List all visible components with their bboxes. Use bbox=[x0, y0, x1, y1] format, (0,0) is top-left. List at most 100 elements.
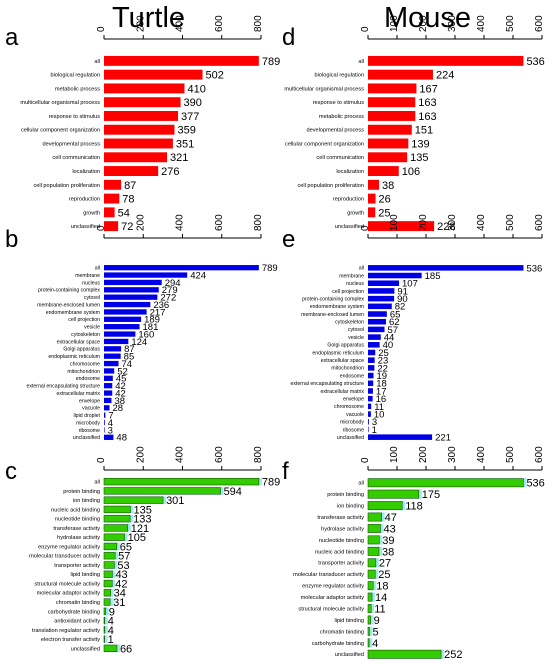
panel-a-tick-label: 600 bbox=[214, 15, 225, 32]
panel-c-tick-label: 600 bbox=[214, 446, 225, 463]
panel-c-bar bbox=[103, 570, 113, 578]
panel-e-bar bbox=[368, 372, 374, 379]
panel-c-bar bbox=[103, 607, 107, 615]
panel-d-category-label: multicellular organismal process bbox=[284, 86, 364, 92]
panel-c-category-label: ion binding bbox=[73, 498, 100, 504]
panel-b-bar bbox=[104, 324, 140, 330]
panel-e-bar bbox=[368, 357, 375, 363]
panel-b-bar bbox=[104, 301, 151, 308]
panel-a-bar bbox=[104, 55, 259, 66]
panel-b-bar bbox=[104, 368, 115, 374]
panel-a-bar bbox=[104, 69, 203, 80]
panel-a-value-label: 78 bbox=[122, 194, 134, 206]
panel-a-tick-label: 800 bbox=[253, 15, 264, 32]
panel-b-bar bbox=[104, 338, 129, 345]
panel-a-tick-label: 400 bbox=[175, 15, 186, 32]
panel-b-category-label: ribosome bbox=[79, 428, 100, 434]
panel-d-value-label: 139 bbox=[411, 138, 429, 150]
panel-f-value-label: 27 bbox=[379, 558, 391, 570]
panel-f-category-label: lipid binding bbox=[334, 618, 364, 624]
panel-c-value-label: 66 bbox=[120, 643, 132, 655]
panel-b-value-label: 42 bbox=[115, 388, 126, 399]
panel-c-category-label: nucleotide binding bbox=[55, 517, 100, 523]
panel-f-value-label: 14 bbox=[375, 592, 387, 604]
panel-e-category-label: mitochondrion bbox=[331, 366, 364, 372]
panel-a-tick-label: 0 bbox=[96, 26, 107, 32]
panel-b-value-label: 52 bbox=[117, 366, 128, 377]
panel-b-value-label: 85 bbox=[124, 352, 135, 363]
panel-f-value-label: 118 bbox=[405, 501, 423, 513]
panel-b-value-label: 236 bbox=[153, 300, 169, 311]
panel-f-value-label: 9 bbox=[374, 615, 380, 627]
panel-c-category-label: protein binding bbox=[63, 489, 100, 495]
panel-a-value-label: 789 bbox=[262, 56, 280, 68]
panel-c-value-label: 594 bbox=[224, 486, 242, 498]
panel-e-bar bbox=[368, 311, 387, 317]
panel-e-bar bbox=[368, 395, 373, 402]
panel-c-category-label: antioxidant activity bbox=[54, 619, 100, 625]
panel-e-value-label: 221 bbox=[435, 433, 451, 444]
panel-c-bar bbox=[103, 487, 221, 495]
panel-f-bar bbox=[367, 501, 403, 511]
panel-e-category-label: microbody bbox=[340, 420, 364, 426]
panel-f-value-label: 43 bbox=[383, 523, 395, 535]
panel-c-bar-highlight bbox=[104, 607, 109, 616]
panel-b-tick-label: 600 bbox=[214, 214, 225, 231]
panel-b-value-label: 189 bbox=[144, 315, 160, 326]
panel-e-bar bbox=[368, 265, 524, 271]
panel-b-bar bbox=[104, 405, 110, 411]
panel-letter-f: f bbox=[282, 458, 289, 485]
panel-b-bar bbox=[104, 427, 105, 433]
panel-a-bar bbox=[104, 179, 122, 190]
panel-e-bar bbox=[368, 280, 400, 287]
panel-b-bar bbox=[104, 272, 188, 278]
panel-e-tick-label: 300 bbox=[447, 214, 458, 231]
panel-a-bar bbox=[104, 166, 159, 176]
panel-e-value-label: 185 bbox=[425, 271, 441, 282]
panel-f-value-label: 38 bbox=[382, 546, 394, 558]
panel-c-value-label: 65 bbox=[120, 541, 132, 553]
panel-b-value-label: 74 bbox=[122, 359, 133, 370]
panel-f-category-label: transporter activity bbox=[318, 561, 364, 567]
panel-e-tick-label: 200 bbox=[418, 214, 429, 231]
panel-b-category-label: nucleus bbox=[82, 280, 100, 286]
panel-b-tick-label: 800 bbox=[253, 214, 264, 231]
panel-b-tick-label: 200 bbox=[135, 214, 146, 231]
panel-c-category-label: transporter activity bbox=[54, 563, 100, 569]
panel-e-category-label: membrane bbox=[339, 273, 364, 279]
panel-f-bar bbox=[367, 638, 370, 648]
panel-letter-c: c bbox=[5, 458, 17, 485]
panel-e-value-label: 10 bbox=[374, 409, 385, 420]
panel-c-value-label: 34 bbox=[114, 588, 126, 600]
panel-b-bar bbox=[104, 434, 114, 440]
panel-b-category-label: microbody bbox=[76, 420, 100, 426]
panel-f-category-label: all bbox=[358, 481, 364, 487]
panel-e-category-label: extracellular space bbox=[321, 358, 364, 364]
panel-c-bar bbox=[103, 477, 260, 486]
panel-b-category-label: all bbox=[95, 266, 100, 272]
panel-b-bar bbox=[104, 390, 113, 396]
panel-c-value-label: 301 bbox=[166, 495, 184, 507]
panel-a-category-label: all bbox=[94, 59, 100, 65]
panel-c-value-label: 9 bbox=[109, 606, 115, 618]
panel-b-bar bbox=[104, 331, 136, 337]
panel-c-category-label: molecular transducer activity bbox=[29, 554, 100, 560]
panel-e-bar bbox=[368, 272, 422, 279]
turtle-column-title: Turtle bbox=[112, 2, 186, 34]
panel-b-value-label: 28 bbox=[112, 403, 123, 414]
panel-e-category-label: extracellular matrix bbox=[320, 389, 364, 395]
panel-d-category-label: growth bbox=[347, 210, 364, 216]
panel-c-category-label: chromatin binding bbox=[56, 600, 100, 606]
panel-a-bar bbox=[104, 221, 119, 232]
panel-e-bar bbox=[368, 388, 373, 394]
panel-b-value-label: 48 bbox=[116, 433, 127, 444]
panel-e-category-label: external encapsulating structure bbox=[290, 381, 364, 387]
panel-a-category-label: developmental process bbox=[42, 141, 100, 147]
panel-c-bar bbox=[103, 579, 113, 588]
panel-e-bar bbox=[368, 349, 376, 356]
panel-a-bar bbox=[104, 111, 178, 121]
panel-a-bar bbox=[104, 193, 120, 204]
panel-e-category-label: nucleus bbox=[346, 281, 364, 287]
panel-b-category-label: cytoskeleton bbox=[71, 332, 100, 338]
